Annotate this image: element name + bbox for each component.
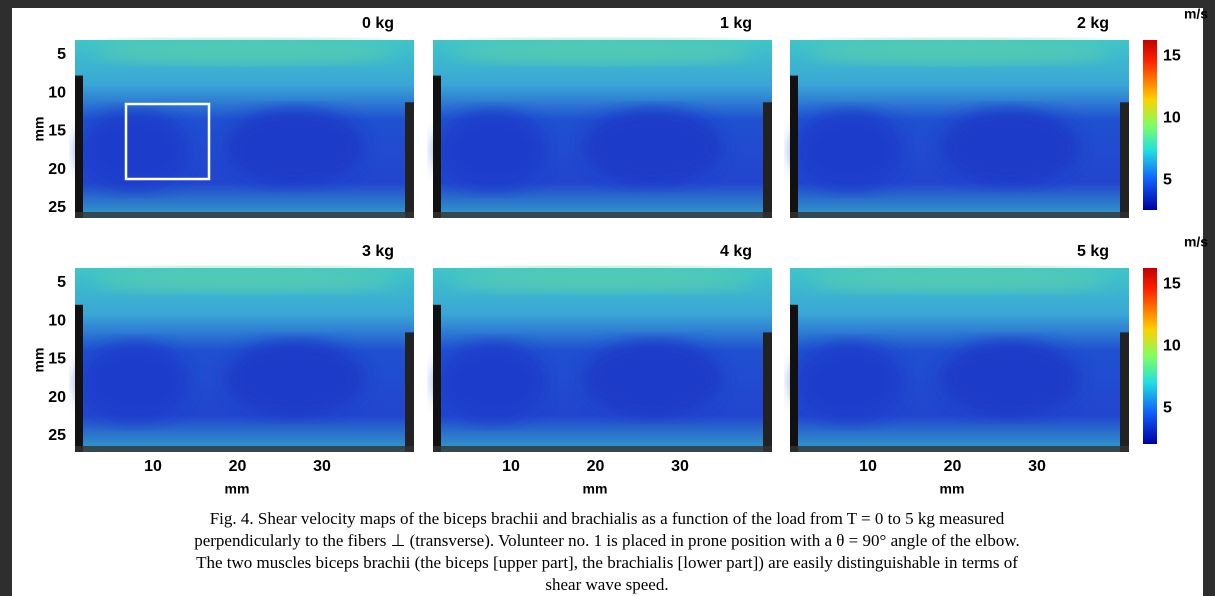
heatmap-region (225, 340, 365, 416)
heatmap-panel (433, 40, 772, 218)
heatmap-region (225, 109, 365, 185)
figure: 0 kg510152025mm1 kg2 kg3 kg510152025mm10… (0, 0, 1215, 596)
x-tick-label: 10 (859, 458, 877, 475)
edge-artifact (433, 212, 772, 218)
panel-title: 2 kg (1077, 15, 1109, 32)
y-tick-label: 15 (48, 123, 66, 140)
caption-line: Fig. 4. Shear velocity maps of the bicep… (210, 509, 1005, 528)
heatmap-region (583, 109, 723, 185)
heatmap-region (940, 109, 1080, 185)
edge-artifact (790, 212, 1129, 218)
x-tick-label: 20 (229, 458, 247, 475)
panel-title: 5 kg (1077, 243, 1109, 260)
heatmap-panel (790, 40, 1129, 218)
y-tick-label: 5 (57, 274, 66, 291)
heatmap-region (80, 342, 190, 422)
colorbar-unit: m/s (1184, 6, 1208, 22)
y-tick-label: 25 (48, 427, 66, 444)
panel-title: 4 kg (720, 243, 752, 260)
caption-line: perpendicularly to the fibers ⊥ (transve… (194, 531, 1020, 550)
colorbar-tick-label: 15 (1163, 275, 1181, 292)
x-tick-label: 20 (587, 458, 605, 475)
page: 0 kg510152025mm1 kg2 kg3 kg510152025mm10… (0, 0, 1215, 596)
y-tick-label: 20 (48, 389, 66, 406)
x-tick-label: 30 (1028, 458, 1046, 475)
edge-artifact (763, 102, 772, 218)
colorbar-tick-label: 10 (1163, 337, 1181, 354)
heatmap-panel (433, 268, 772, 452)
edge-artifact (433, 76, 441, 218)
edge-artifact (75, 446, 414, 452)
edge-artifact (790, 76, 798, 218)
y-tick-label: 10 (48, 312, 66, 329)
colorbar-tick-label: 10 (1163, 109, 1181, 126)
x-axis-label: mm (583, 481, 608, 497)
y-tick-label: 15 (48, 351, 66, 368)
colorbar (1143, 268, 1157, 444)
heatmap-panel (790, 268, 1129, 452)
heatmap-region (453, 40, 753, 64)
x-tick-label: 30 (313, 458, 331, 475)
panel-title: 3 kg (362, 243, 394, 260)
colorbar-tick-label: 5 (1163, 171, 1172, 188)
colorbar-unit: m/s (1184, 234, 1208, 250)
y-tick-label: 25 (48, 199, 66, 216)
panel-title: 0 kg (362, 15, 394, 32)
heatmap-region (95, 268, 395, 292)
heatmap-region (810, 40, 1110, 64)
heatmap-region (940, 340, 1080, 416)
edge-artifact (433, 305, 441, 452)
x-tick-label: 30 (671, 458, 689, 475)
x-tick-label: 10 (502, 458, 520, 475)
edge-artifact (1120, 332, 1129, 452)
panel-title: 1 kg (720, 15, 752, 32)
edge-artifact (763, 332, 772, 452)
y-tick-label: 10 (48, 84, 66, 101)
heatmap-region (795, 110, 905, 190)
edge-artifact (433, 446, 772, 452)
heatmap-region (795, 342, 905, 422)
edge-artifact (405, 102, 414, 218)
caption-line: shear wave speed. (545, 575, 668, 594)
heatmap-region (583, 340, 723, 416)
y-tick-label: 5 (57, 46, 66, 63)
edge-artifact (1120, 102, 1129, 218)
y-axis-label: mm (31, 348, 47, 373)
heatmap-region (453, 268, 753, 292)
colorbar (1143, 40, 1157, 210)
edge-artifact (790, 305, 798, 452)
heatmap-region (95, 40, 395, 64)
edge-artifact (75, 305, 83, 452)
heatmap-region (438, 110, 548, 190)
x-tick-label: 10 (144, 458, 162, 475)
edge-artifact (790, 446, 1129, 452)
y-tick-label: 20 (48, 161, 66, 178)
caption-line: The two muscles biceps brachii (the bice… (196, 553, 1018, 572)
edge-artifact (75, 212, 414, 218)
edge-artifact (405, 332, 414, 452)
heatmap-panel (75, 268, 414, 452)
x-axis-label: mm (225, 481, 250, 497)
colorbar-tick-label: 5 (1163, 399, 1172, 416)
heatmap-region (810, 268, 1110, 292)
edge-artifact (75, 76, 83, 218)
x-axis-label: mm (940, 481, 965, 497)
heatmap-region (438, 342, 548, 422)
y-axis-label: mm (31, 117, 47, 142)
x-tick-label: 20 (944, 458, 962, 475)
colorbar-tick-label: 15 (1163, 47, 1181, 64)
